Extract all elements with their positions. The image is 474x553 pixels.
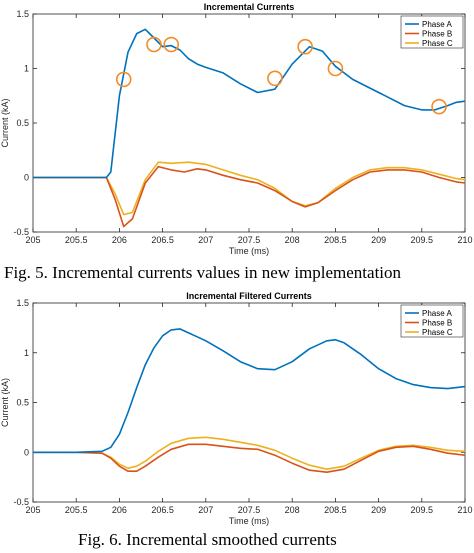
x-tick-label: 207.5	[238, 505, 261, 515]
x-tick-label: 208.5	[324, 235, 347, 245]
legend-label: Phase A	[422, 309, 452, 318]
y-tick-label: 0	[24, 173, 29, 183]
series-line-phase-b	[33, 165, 465, 228]
y-tick-label: 0	[24, 447, 29, 457]
x-axis-label: Time (ms)	[229, 516, 269, 526]
highlight-marker	[163, 36, 180, 53]
y-axis-label: Current (kA)	[0, 98, 10, 147]
y-tick-label: 1.5	[16, 9, 29, 19]
y-tick-label: -0.5	[13, 497, 29, 507]
series-line-phase-c	[33, 161, 465, 216]
legend-label: Phase A	[422, 20, 452, 29]
x-tick-label: 206.5	[151, 235, 174, 245]
highlight-marker	[431, 98, 447, 115]
x-tick-label: 206	[112, 505, 127, 515]
incremental-filtered-currents-chart: Incremental Filtered Currents 205 205.5 206…	[0, 291, 473, 526]
x-tick-label: 210	[457, 235, 472, 245]
figure-6-caption: Fig. 6. Incremental smoothed currents	[78, 530, 337, 549]
legend-label: Phase C	[422, 39, 453, 48]
x-tick-label: 207.5	[238, 235, 261, 245]
incremental-currents-chart: Incremental Currents 205 205.5 206 206.5 207 2…	[0, 2, 473, 256]
legend-label: Phase B	[422, 30, 452, 39]
x-tick-label: 207	[198, 235, 213, 245]
highlight-marker	[297, 38, 313, 55]
legend-label: Phase C	[422, 328, 453, 337]
x-tick-label: 205.5	[65, 505, 88, 515]
y-axis-label: Current (kA)	[0, 378, 10, 427]
x-tick-label: 209.5	[411, 505, 434, 515]
x-tick-label: 206	[112, 235, 127, 245]
y-tick-label: 1	[24, 64, 29, 74]
figure-5-caption: Fig. 5. Incremental currents values in n…	[4, 263, 402, 282]
y-tick-label: 0.5	[16, 398, 29, 408]
x-tick-label: 206.5	[151, 505, 174, 515]
y-tick-label: -0.5	[13, 227, 29, 237]
y-tick-label: 1	[24, 348, 29, 358]
series-line-phase-a	[33, 328, 465, 454]
x-tick-label: 209	[371, 505, 386, 515]
series-line-phase-c	[33, 436, 465, 470]
x-tick-label: 209	[371, 235, 386, 245]
x-tick-label: 205.5	[65, 235, 88, 245]
x-tick-label: 205	[25, 235, 40, 245]
chart-title: Incremental Filtered Currents	[186, 291, 312, 301]
chart-title: Incremental Currents	[204, 2, 295, 12]
plot-area	[32, 13, 466, 233]
x-tick-label: 207	[198, 505, 213, 515]
x-tick-label: 205	[25, 505, 40, 515]
x-tick-label: 208	[285, 505, 300, 515]
highlight-marker	[146, 36, 162, 53]
series-line-phase-a	[33, 28, 465, 179]
x-axis-label: Time (ms)	[229, 246, 269, 256]
x-tick-label: 208	[285, 235, 300, 245]
y-tick-label: 1.5	[16, 298, 29, 308]
y-tick-label: 0.5	[16, 118, 29, 128]
x-tick-label: 209.5	[411, 235, 434, 245]
highlight-marker	[115, 71, 132, 88]
x-tick-label: 208.5	[324, 505, 347, 515]
series-line-phase-b	[33, 443, 465, 473]
highlight-marker	[267, 70, 283, 87]
x-tick-label: 210	[457, 505, 472, 515]
legend-label: Phase B	[422, 319, 452, 328]
highlight-marker	[327, 60, 344, 77]
plot-area	[32, 302, 466, 503]
